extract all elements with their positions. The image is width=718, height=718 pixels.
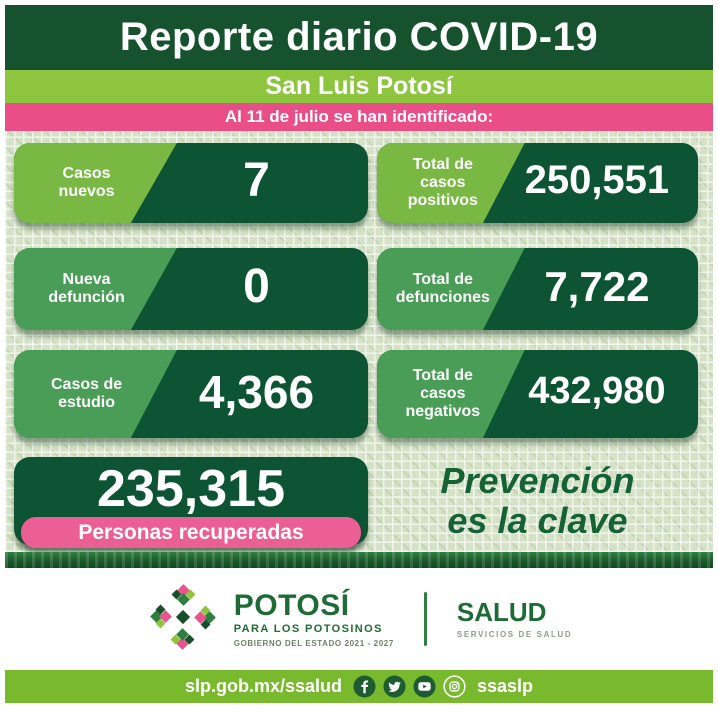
logo-divider [423,592,427,646]
stat-card-total-defunciones: Total de defunciones 7,722 [377,248,698,330]
recovered-label-pill: Personas recuperadas [21,517,361,548]
potosi-wordmark-block: POTOSÍ PARA LOS POTOSINOS GOBIERNO DEL E… [233,588,394,648]
website-link[interactable]: slp.gob.mx/ssalud [184,676,342,696]
social-handle: ssaslp [477,676,534,696]
stat-value: 0 [243,260,270,313]
date-banner-text: Al 11 de julio se han identificado: [224,107,494,126]
salud-subtitle: SERVICIOS DE SALUD [456,630,573,639]
stat-label: Casos nuevos [58,165,115,200]
prevention-slogan: Prevención es la clave [440,459,635,541]
footer-logo-area: POTOSÍ PARA LOS POTOSINOS GOBIERNO DEL E… [5,568,713,670]
report-title: Reporte diario COVID-19 [119,15,599,59]
youtube-icon[interactable] [413,675,436,698]
potosi-wordmark: POTOSÍ [233,588,350,622]
stat-card-casos-nuevos: Casos nuevos 7 [14,143,368,223]
recovered-card: 235,315 Personas recuperadas [14,457,368,548]
twitter-icon[interactable] [383,675,406,698]
date-banner: Al 11 de julio se han identificado: [5,103,713,131]
potosi-emblem-icon [146,580,220,659]
stat-card-nueva-defuncion: Nueva defunción 0 [14,248,368,330]
potosi-tagline: PARA LOS POTOSINOS [233,622,383,635]
stat-value: 432,980 [528,370,666,412]
bottom-contact-bar: slp.gob.mx/ssalud ssaslp [5,670,713,703]
government-caption: GOBIERNO DEL ESTADO 2021 - 2027 [233,638,394,648]
social-icons [353,675,466,698]
title-bar: Reporte diario COVID-19 [5,5,713,70]
stat-card-total-positivos: Total de casos positivos 250,551 [377,143,698,223]
state-name: San Luis Potosí [265,72,453,100]
stat-value: 7 [243,154,270,207]
stat-value: 7,722 [544,262,650,310]
salud-wordmark-block: SALUD SERVICIOS DE SALUD [457,599,572,639]
decorative-green-strip [5,552,713,568]
subtitle-bar: San Luis Potosí [5,70,713,103]
stat-card-casos-estudio: Casos de estudio 4,366 [14,350,368,438]
stat-label: Casos de estudio [50,376,123,411]
stat-label: Nueva defunción [48,271,125,306]
stats-section: Casos nuevos 7 Total de casos positivos … [5,131,713,552]
stat-label: Total de defunciones [395,271,490,306]
stat-label-area: Casos nuevos [14,143,177,223]
facebook-icon[interactable] [353,675,376,698]
salud-wordmark: SALUD [456,597,547,627]
stat-card-total-negativos: Total de casos negativos 432,980 [377,350,698,438]
stat-label: Total de casos negativos [405,367,481,420]
instagram-icon[interactable] [443,675,466,698]
stat-value: 250,551 [524,158,670,202]
recovered-value: 235,315 [97,460,285,518]
stat-value: 4,366 [198,365,315,418]
stat-label: Total de casos positivos [407,156,478,209]
